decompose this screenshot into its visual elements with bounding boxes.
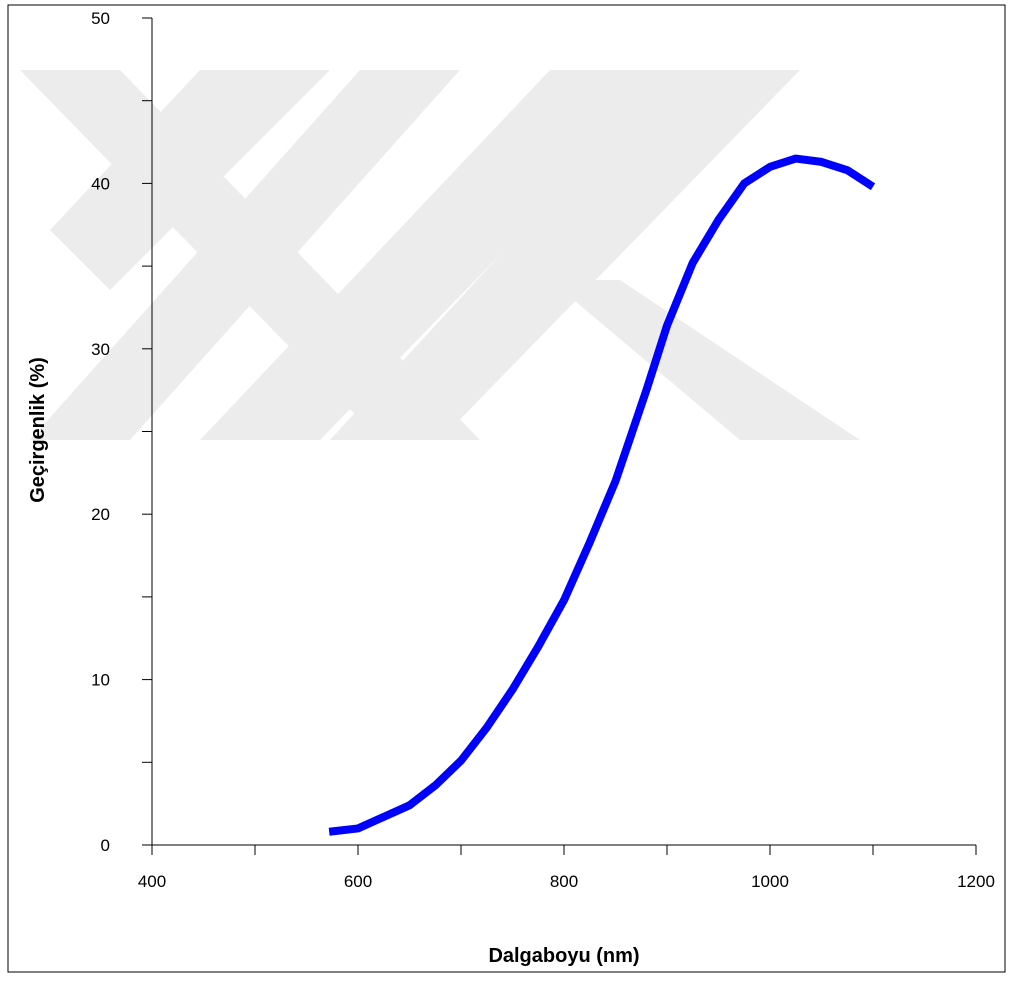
y-tick-label: 40 <box>91 174 110 193</box>
x-tick-label: 800 <box>550 872 578 891</box>
y-axis-title: Geçirgenlik (%) <box>27 357 49 503</box>
y-tick-label: 10 <box>91 671 110 690</box>
x-tick-label: 1200 <box>957 872 995 891</box>
watermark <box>20 70 860 440</box>
y-tick-label: 0 <box>101 836 110 855</box>
x-axis-title: Dalgaboyu (nm) <box>488 945 639 967</box>
y-tick-label: 30 <box>91 340 110 359</box>
y-tick-label: 20 <box>91 505 110 524</box>
x-tick-label: 600 <box>344 872 372 891</box>
y-tick-label: 50 <box>91 9 110 28</box>
x-tick-label: 1000 <box>751 872 789 891</box>
data-line <box>328 154 876 836</box>
frame <box>7 4 1006 973</box>
x-tick-label: 400 <box>138 872 166 891</box>
